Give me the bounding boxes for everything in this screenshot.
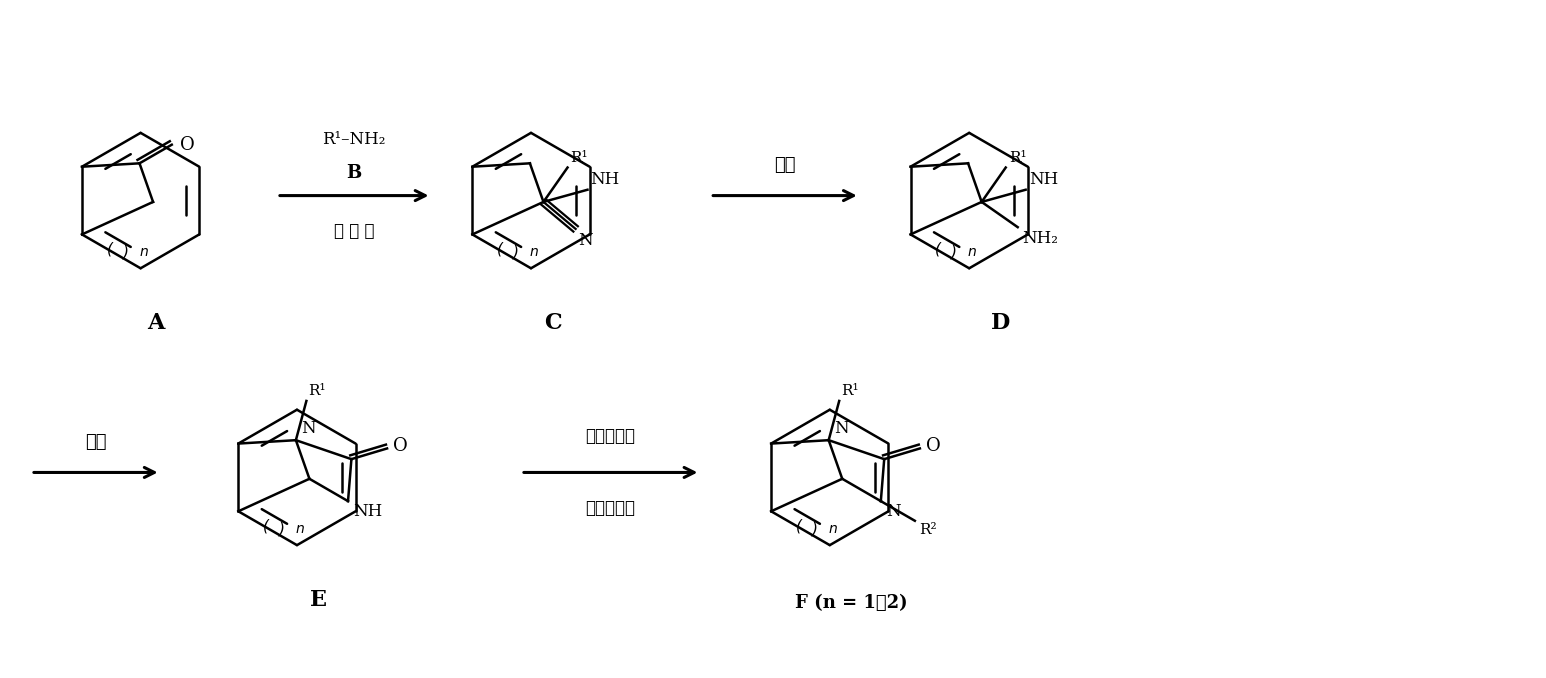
Text: N: N: [301, 420, 315, 437]
Text: n: n: [530, 245, 538, 258]
Text: 还原: 还原: [775, 156, 796, 174]
Text: N: N: [833, 420, 849, 437]
Text: N: N: [578, 232, 594, 249]
Text: 烷基衍生化: 烷基衍生化: [586, 428, 635, 445]
Text: O: O: [926, 437, 940, 456]
Text: O: O: [393, 437, 408, 456]
Text: (: (: [496, 241, 502, 256]
Text: F (n = 1或2): F (n = 1或2): [795, 594, 908, 612]
Text: ): ): [812, 521, 818, 536]
Text: (: (: [263, 518, 269, 533]
Text: ): ): [513, 244, 519, 259]
Text: n: n: [139, 245, 148, 258]
Text: 酰基衍生化: 酰基衍生化: [586, 500, 635, 517]
Text: A: A: [147, 312, 164, 334]
Text: R¹–NH₂: R¹–NH₂: [323, 131, 386, 148]
Text: D: D: [991, 312, 1011, 334]
Text: ): ): [278, 521, 284, 536]
Text: n: n: [968, 245, 977, 258]
Text: O: O: [179, 136, 195, 154]
Text: 关环: 关环: [85, 433, 107, 451]
Text: (: (: [796, 518, 802, 533]
Text: (: (: [935, 241, 942, 256]
Text: NH₂: NH₂: [1022, 230, 1057, 247]
Text: n: n: [829, 521, 838, 536]
Text: NH: NH: [352, 503, 382, 520]
Text: (: (: [107, 241, 113, 256]
Text: 氰 基 化: 氰 基 化: [334, 224, 374, 241]
Text: ): ): [122, 244, 128, 259]
Text: R¹: R¹: [570, 151, 587, 165]
Text: B: B: [346, 163, 362, 182]
Text: R¹: R¹: [1008, 151, 1027, 165]
Text: NH: NH: [591, 171, 620, 188]
Text: ): ): [951, 244, 957, 259]
Text: R¹: R¹: [308, 384, 326, 398]
Text: NH: NH: [1028, 171, 1057, 188]
Text: N: N: [886, 503, 900, 520]
Text: R¹: R¹: [841, 384, 860, 398]
Text: n: n: [295, 521, 305, 536]
Text: E: E: [311, 589, 328, 611]
Text: R²: R²: [918, 523, 937, 537]
Text: C: C: [544, 312, 561, 334]
